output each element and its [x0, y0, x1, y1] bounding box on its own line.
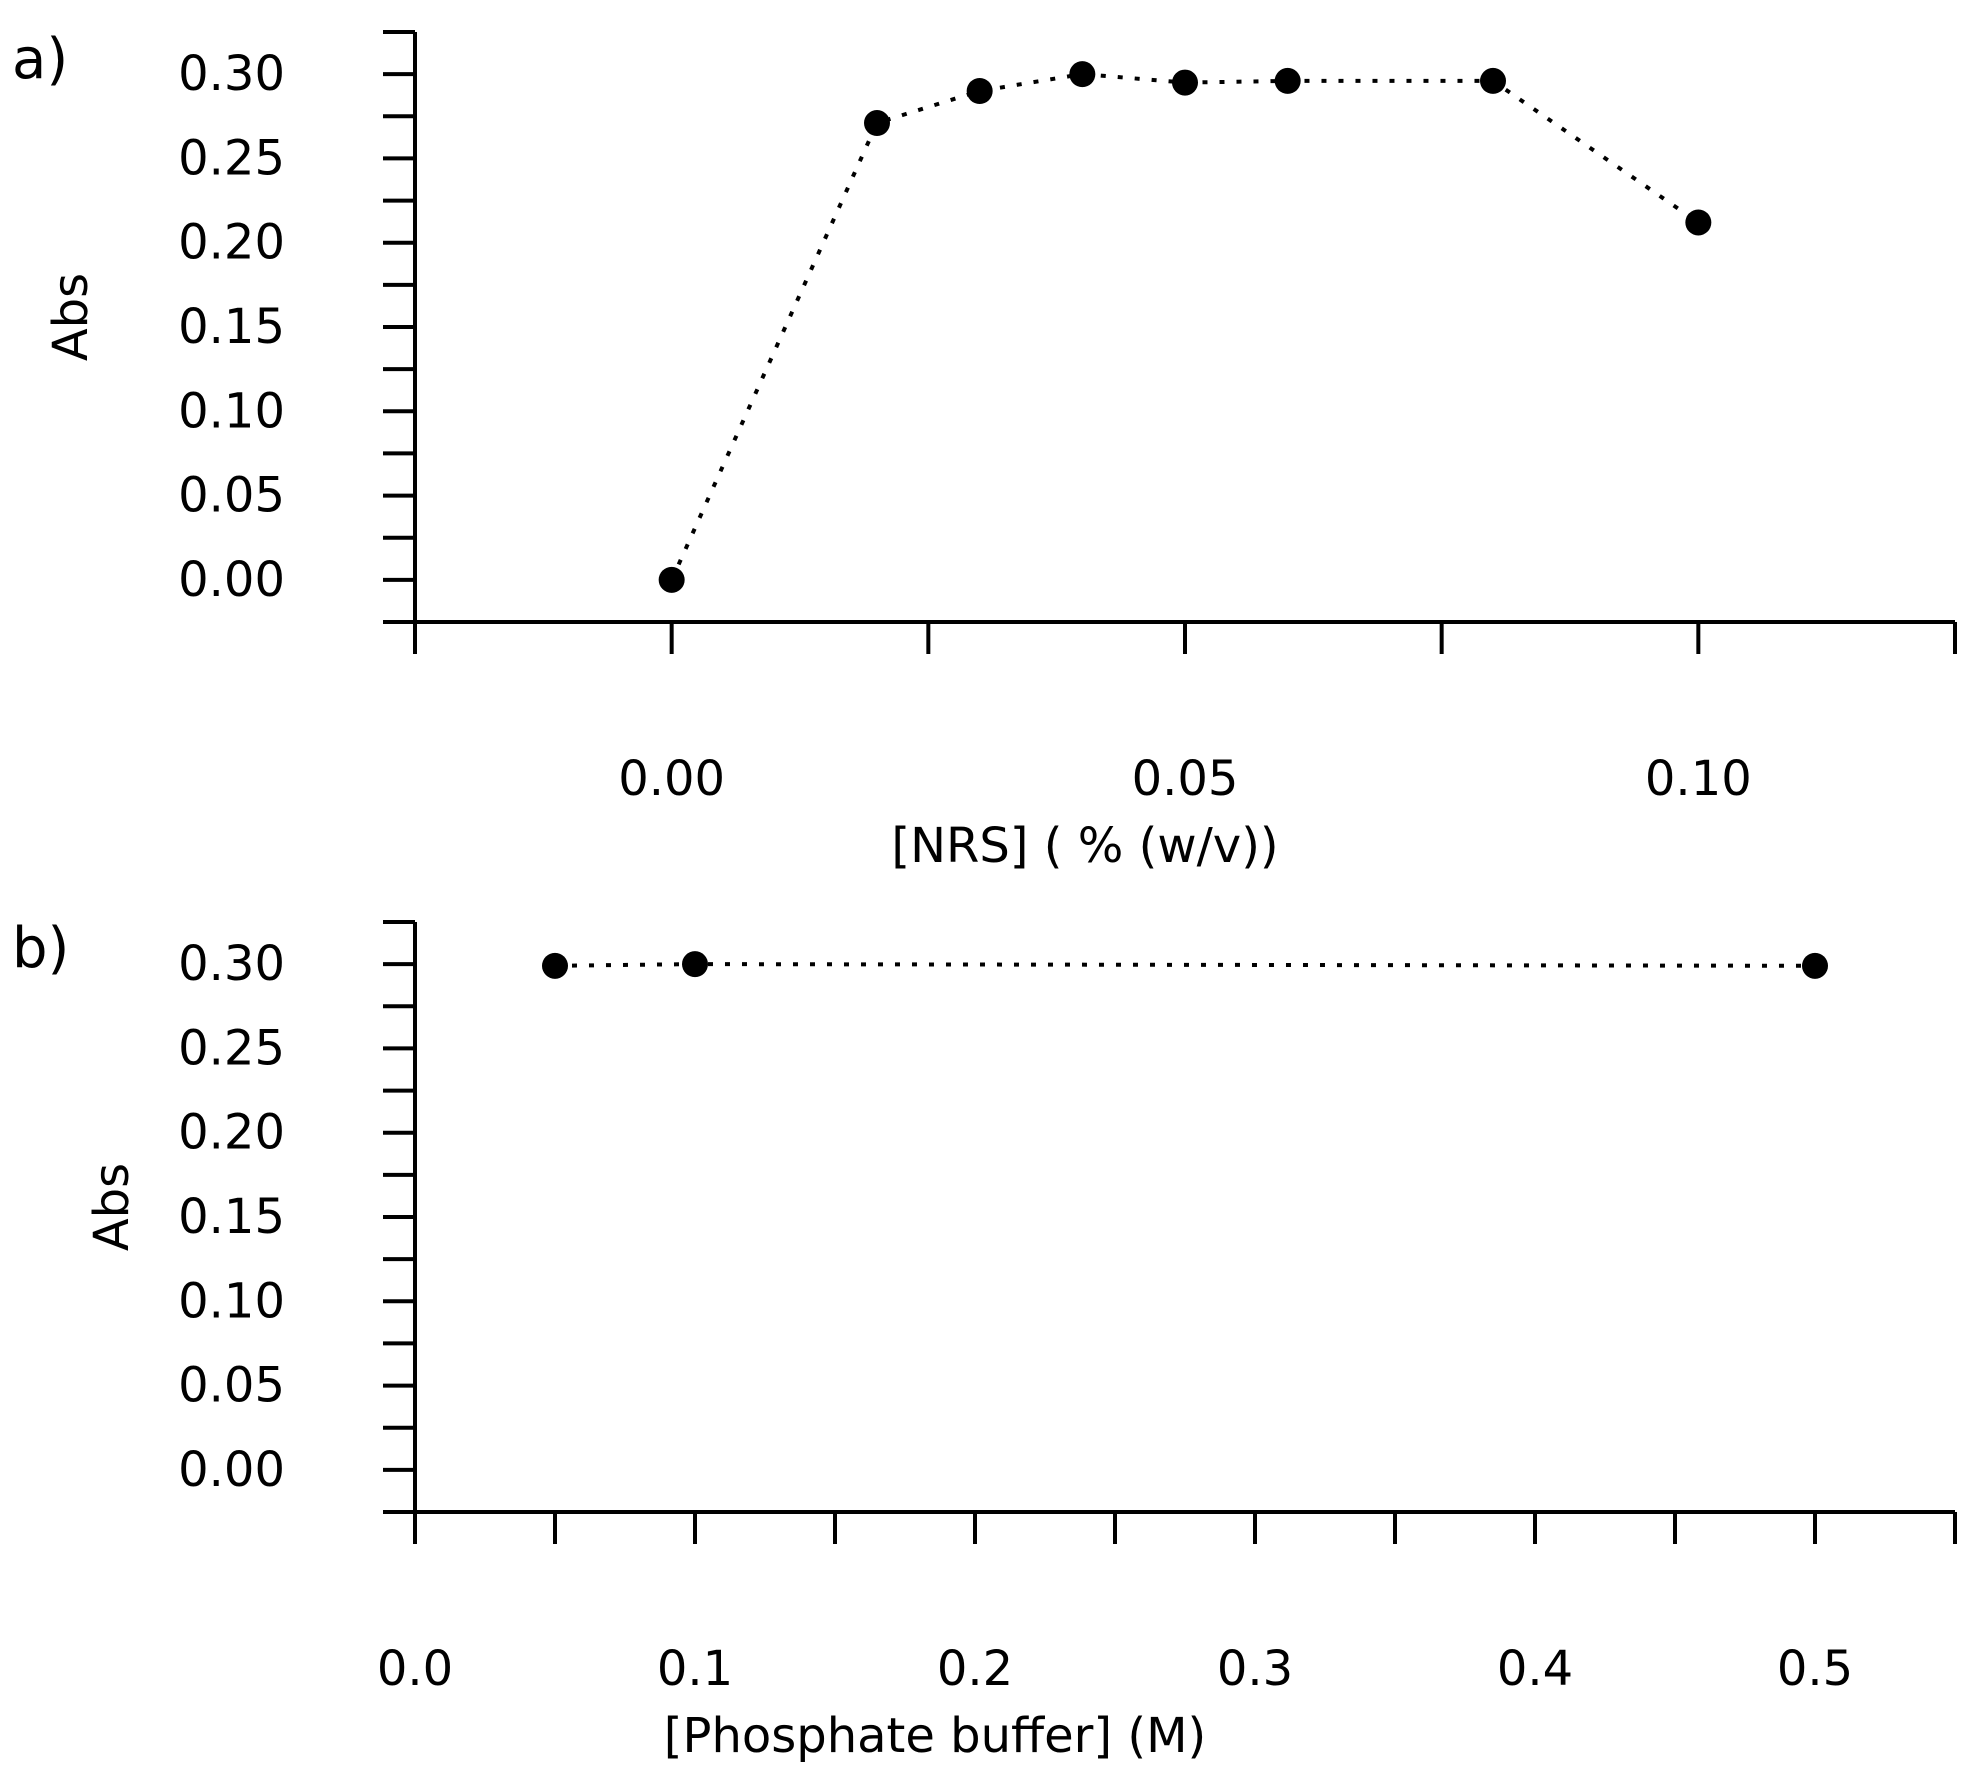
panel-a-x-tick-label: 0.05 [1132, 751, 1239, 807]
panel-b: b) 0.00 0.05 0.10 0.15 0.20 0.25 0.30 0.0 0.1 0.2 0… [12, 916, 1957, 1764]
panel-b-y-tick-label: 0.10 [178, 1273, 285, 1329]
panel-b-x-tick-label: 0.2 [937, 1641, 1013, 1697]
panel-b-y-tick-label: 0.25 [178, 1020, 285, 1076]
panel-b-x-tick-label: 0.1 [657, 1641, 733, 1697]
panel-a-x-tick-label: 0.10 [1645, 751, 1752, 807]
panel-a-label: a) [12, 27, 68, 92]
panel-b-data-point [1802, 952, 1828, 979]
panel-a-x-tick-label: 0.00 [618, 751, 725, 807]
panel-b-y-tick-label: 0.00 [178, 1442, 285, 1498]
panel-b-label: b) [12, 916, 69, 981]
panel-a-data-point [1069, 61, 1096, 88]
panel-b-y-tick-label: 0.15 [178, 1189, 285, 1245]
panel-b-y-tick-label: 0.20 [178, 1105, 285, 1161]
panel-a-y-tick-label: 0.05 [178, 468, 285, 524]
panel-b-x-tick-label: 0.4 [1497, 1641, 1573, 1697]
panel-b-y-tick-label: 0.30 [178, 936, 285, 992]
panel-b-x-tick-label: 0.5 [1777, 1641, 1853, 1697]
panel-b-x-axis-title: [Phosphate buffer] (M) [664, 1708, 1206, 1764]
panel-a-y-tick-label: 0.00 [178, 552, 285, 608]
panel-a-data-point [658, 566, 685, 593]
panel-a-data-point [1480, 67, 1506, 94]
panel-b-data-point [682, 951, 708, 978]
panel-a-y-tick-label: 0.15 [178, 299, 285, 355]
panel-a-y-tick-label: 0.10 [178, 383, 285, 439]
panel-a-data-point [966, 78, 993, 104]
panel-a-y-tick-label: 0.30 [178, 46, 285, 102]
panel-b-data-point [542, 952, 568, 979]
panel-b-y-axis-title: Abs [84, 1163, 140, 1251]
panel-b-x-tick-label: 0.0 [377, 1641, 453, 1697]
panel-b-series-line [554, 962, 1816, 968]
panel-a-y-tick-label: 0.25 [178, 130, 285, 186]
panel-a-series-line [669, 72, 1700, 581]
panel-a-data-point [864, 110, 890, 137]
panel-a-data-point [1172, 69, 1198, 96]
panel-a-y-tick-label: 0.20 [178, 215, 285, 271]
panel-a-x-axis-title: [NRS] ( % (w/v)) [891, 818, 1278, 874]
panel-b-x-tick-label: 0.3 [1217, 1641, 1293, 1697]
panel-a-data-point [1274, 67, 1301, 94]
panel-a: a) 0.00 0.05 0.10 0.15 0.20 0.25 0.30 0.00 0.05 0.… [12, 27, 1957, 874]
panel-b-y-tick-label: 0.05 [178, 1358, 285, 1414]
panel-a-data-point [1685, 209, 1712, 236]
panel-a-y-axis-title: Abs [43, 273, 99, 361]
